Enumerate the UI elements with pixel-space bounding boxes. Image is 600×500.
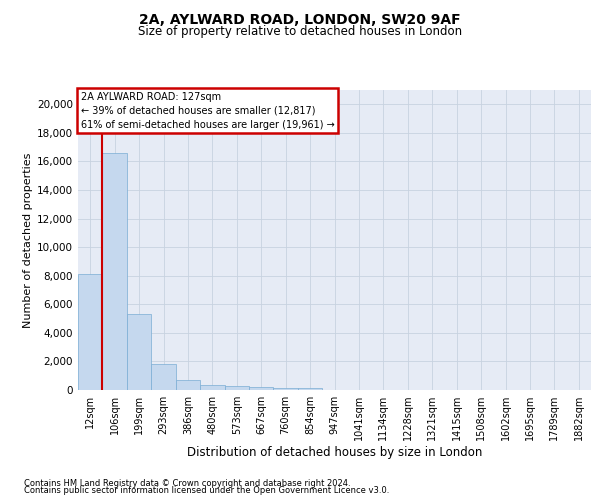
X-axis label: Distribution of detached houses by size in London: Distribution of detached houses by size … [187, 446, 482, 459]
Text: Contains public sector information licensed under the Open Government Licence v3: Contains public sector information licen… [24, 486, 389, 495]
Text: Size of property relative to detached houses in London: Size of property relative to detached ho… [138, 25, 462, 38]
Bar [200, 384, 224, 390]
Bar [298, 388, 322, 390]
Text: 2A AYLWARD ROAD: 127sqm
← 39% of detached houses are smaller (12,817)
61% of sem: 2A AYLWARD ROAD: 127sqm ← 39% of detache… [80, 92, 334, 130]
Bar [176, 380, 200, 390]
Bar [249, 387, 274, 390]
Bar [274, 388, 298, 390]
Bar [127, 314, 151, 390]
Text: Contains HM Land Registry data © Crown copyright and database right 2024.: Contains HM Land Registry data © Crown c… [24, 478, 350, 488]
Bar [224, 386, 249, 390]
Y-axis label: Number of detached properties: Number of detached properties [23, 152, 33, 328]
Bar [78, 274, 103, 390]
Bar [151, 364, 176, 390]
Text: 2A, AYLWARD ROAD, LONDON, SW20 9AF: 2A, AYLWARD ROAD, LONDON, SW20 9AF [139, 12, 461, 26]
Bar [103, 153, 127, 390]
